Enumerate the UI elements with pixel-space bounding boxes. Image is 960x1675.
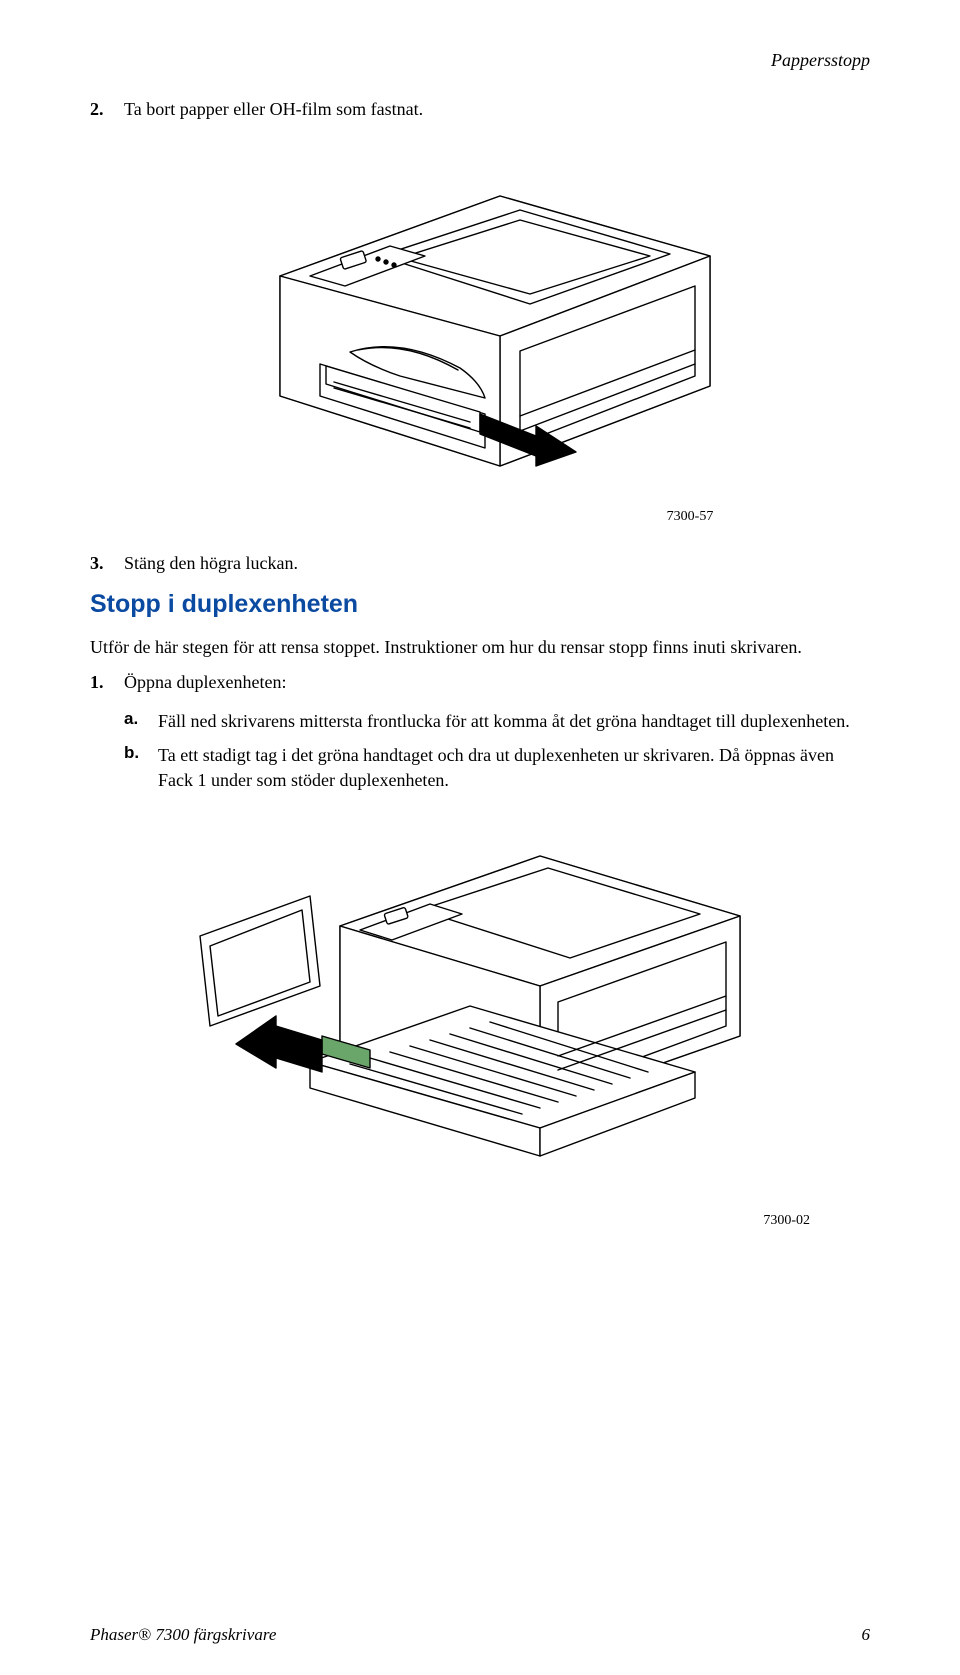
step-number: 2. xyxy=(90,99,124,120)
step-number: 3. xyxy=(90,553,124,574)
figure-2 xyxy=(90,806,870,1211)
intro-text: Utför de här stegen för att rensa stoppe… xyxy=(90,637,870,658)
figure-1-code: 7300-57 xyxy=(90,509,870,525)
step-number: 1. xyxy=(90,672,124,693)
section-title: Stopp i duplexenheten xyxy=(90,590,870,619)
substep-letter: b. xyxy=(124,743,158,792)
footer-product: Phaser® 7300 färgskrivare xyxy=(90,1625,276,1645)
step-text: Stäng den högra luckan. xyxy=(124,553,298,574)
step-3: 3. Stäng den högra luckan. xyxy=(90,553,870,574)
substep-a: a. Fäll ned skrivarens mittersta frontlu… xyxy=(124,709,870,733)
page-header: Pappersstopp xyxy=(90,50,870,71)
printer-duplex-illustration xyxy=(170,806,790,1206)
figure-1 xyxy=(90,136,870,501)
figure-2-code: 7300-02 xyxy=(90,1213,870,1229)
page-footer: Phaser® 7300 färgskrivare 6 xyxy=(90,1625,870,1645)
substep-letter: a. xyxy=(124,709,158,733)
step-text: Ta bort papper eller OH-film som fastnat… xyxy=(124,99,423,120)
substep-text: Ta ett stadigt tag i det gröna handtaget… xyxy=(158,743,870,792)
step-2: 2. Ta bort papper eller OH-film som fast… xyxy=(90,99,870,120)
step-1: 1. Öppna duplexenheten: xyxy=(90,672,870,693)
substep-b: b. Ta ett stadigt tag i det gröna handta… xyxy=(124,743,870,792)
printer-paper-illustration xyxy=(200,136,760,496)
footer-page-number: 6 xyxy=(862,1625,871,1645)
step-text: Öppna duplexenheten: xyxy=(124,672,286,693)
section-label: Pappersstopp xyxy=(771,50,870,70)
substep-text: Fäll ned skrivarens mittersta frontlucka… xyxy=(158,709,850,733)
